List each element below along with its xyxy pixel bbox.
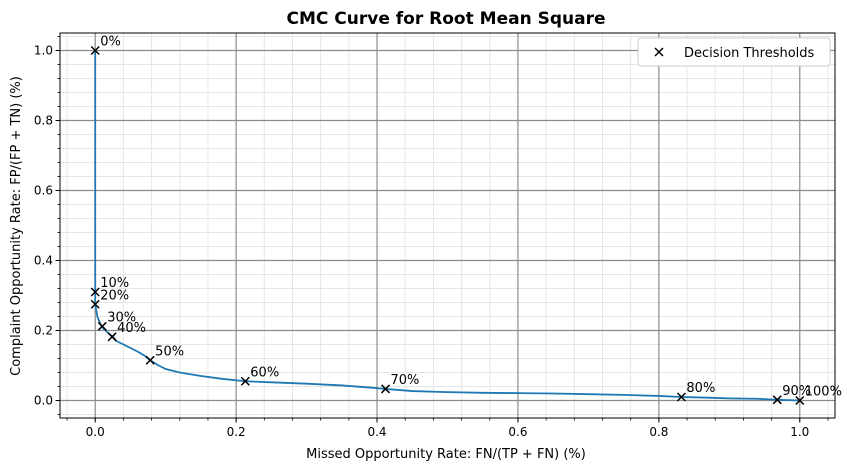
threshold-marker bbox=[240, 376, 250, 386]
threshold-markers: 0% 10%20% 30%40% 50% 60% 70% 80% 90%100% bbox=[90, 35, 842, 406]
threshold-label: 20% bbox=[100, 288, 129, 303]
threshold-marker bbox=[380, 384, 391, 394]
threshold-marker bbox=[772, 395, 782, 405]
x-tick-label: 0.2 bbox=[227, 425, 246, 439]
threshold-marker bbox=[145, 355, 155, 365]
threshold-marker bbox=[90, 287, 100, 297]
threshold-marker bbox=[795, 395, 805, 406]
x-axis-label: Missed Opportunity Rate: FN/(TP + FN) (%… bbox=[306, 447, 586, 462]
x-tick-label: 1.0 bbox=[790, 425, 809, 439]
threshold-label: 40% bbox=[117, 321, 146, 336]
legend-marker-icon bbox=[654, 47, 664, 57]
y-tick-label: 0.2 bbox=[34, 324, 53, 338]
threshold-marker bbox=[676, 392, 686, 402]
y-axis-label: Complaint Opportunity Rate: FP/(FP + TN)… bbox=[9, 76, 24, 376]
x-tick-label: 0.4 bbox=[367, 425, 386, 439]
threshold-marker bbox=[90, 45, 100, 56]
threshold-label: 10% bbox=[100, 276, 129, 291]
threshold-label: 60% bbox=[250, 365, 279, 380]
threshold-marker bbox=[97, 321, 107, 331]
x-tick-label: 0.6 bbox=[508, 425, 527, 439]
x-tick-label: 0.8 bbox=[649, 425, 668, 439]
y-tick-label: 0.0 bbox=[34, 394, 53, 408]
x-tick-label: 0.0 bbox=[86, 425, 105, 439]
threshold-marker bbox=[90, 299, 100, 309]
threshold-label: 80% bbox=[686, 381, 715, 396]
threshold-marker bbox=[107, 332, 117, 342]
threshold-label: 30% bbox=[107, 310, 136, 325]
threshold-label: 90% bbox=[782, 384, 811, 399]
threshold-label: 70% bbox=[391, 373, 420, 388]
plot-frame bbox=[59, 32, 836, 419]
legend-entry-decision-thresholds: Decision Thresholds bbox=[684, 46, 815, 61]
chart-title: CMC Curve for Root Mean Square bbox=[287, 9, 606, 29]
legend-box bbox=[637, 37, 831, 67]
y-tick-label: 0.6 bbox=[34, 184, 53, 198]
legend: Decision Thresholds bbox=[637, 37, 831, 67]
axis-ticks: 0.0 0.2 0.4 0.6 0.8 1.0 0.0 0.2 0.4 0.6 0.8 1.0 bbox=[34, 36, 829, 439]
y-tick-label: 1.0 bbox=[34, 44, 53, 58]
y-tick-label: 0.4 bbox=[34, 254, 53, 268]
threshold-label: 0% bbox=[100, 35, 121, 50]
threshold-label: 50% bbox=[155, 344, 184, 359]
y-tick-label: 0.8 bbox=[34, 114, 53, 128]
threshold-label: 100% bbox=[805, 385, 842, 400]
